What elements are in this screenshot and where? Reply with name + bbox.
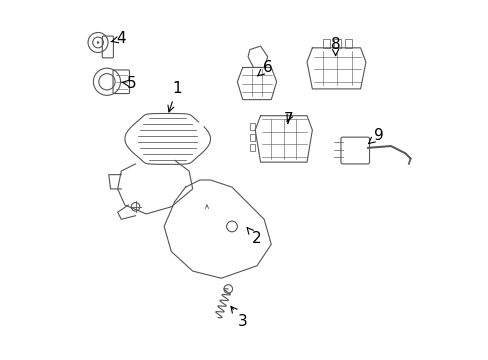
Text: 2: 2	[246, 228, 261, 247]
Text: 4: 4	[111, 31, 126, 46]
Text: 1: 1	[168, 81, 181, 112]
Text: 7: 7	[283, 112, 292, 127]
Text: 9: 9	[367, 128, 383, 144]
Text: 5: 5	[122, 76, 137, 91]
Text: 3: 3	[230, 306, 247, 329]
Text: 8: 8	[330, 37, 340, 55]
Polygon shape	[247, 46, 267, 67]
Text: 6: 6	[257, 60, 272, 76]
